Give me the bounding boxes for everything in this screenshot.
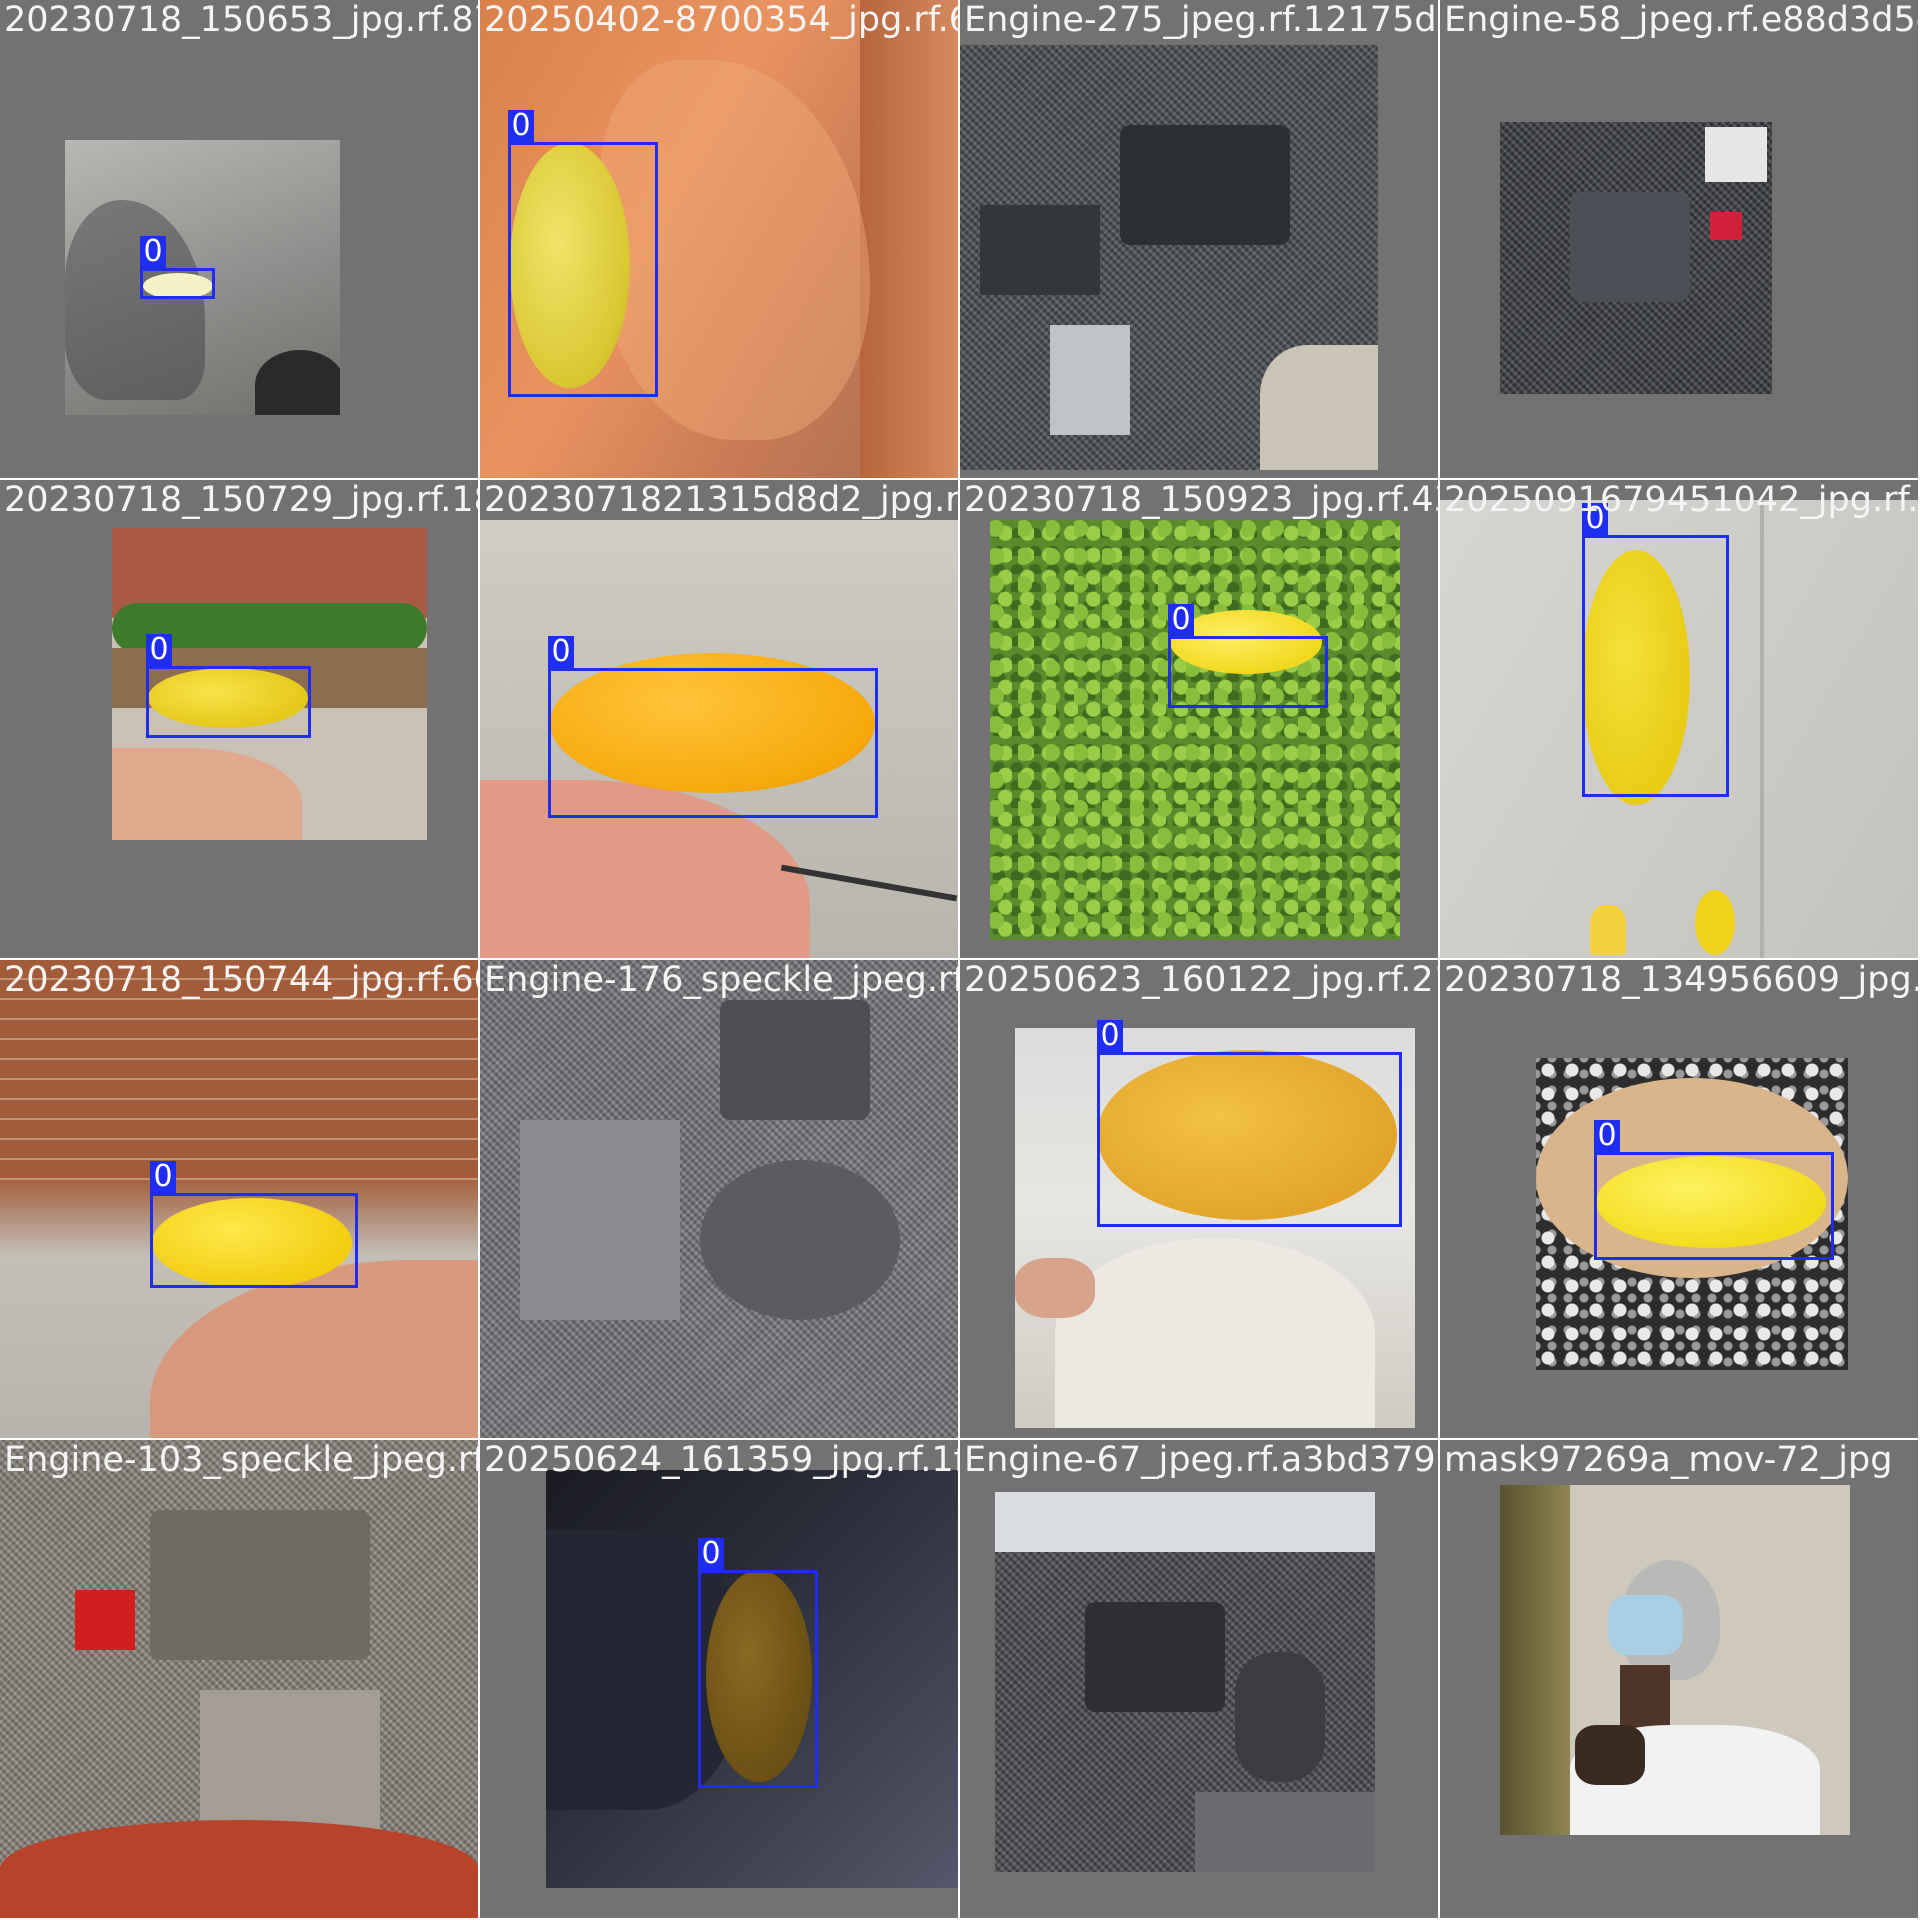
filename-label: 20230718_134956609_jpg.rf.52 — [1444, 960, 1918, 1000]
bounding-box — [140, 268, 215, 299]
filename-label: Engine-67_jpeg.rf.a3bd37985ask97269a.c61 — [964, 1440, 1438, 1480]
filename-label: 2025091679451042_jpg.rf.61 — [1444, 480, 1918, 520]
bounding-box — [1097, 1052, 1402, 1227]
photo-7 — [990, 520, 1400, 940]
class-label: 0 — [698, 1538, 724, 1570]
filename-label: 20230718_150923_jpg.rf.4382509617945042_… — [964, 480, 1438, 520]
class-label: 0 — [150, 1161, 176, 1193]
photo-5 — [112, 528, 427, 840]
bounding-box — [1582, 535, 1729, 797]
tile-15: Engine-67_jpeg.rf.a3bd37985ask97269a.c61 — [960, 1440, 1438, 1918]
filename-label: 20250402-8700354_jpg.rf.6b662f72275ae12c… — [484, 0, 958, 40]
class-label: 0 — [508, 110, 534, 142]
filename-label: mask97269a_mov-72_jpg — [1444, 1440, 1893, 1480]
filename-label: Engine-275_jpeg.rf.12175d29Engine-582340… — [964, 0, 1438, 40]
photo-2 — [480, 0, 958, 478]
photo-13 — [0, 1440, 478, 1918]
filename-label: 2023071821315d8d2_jpg.rf.d06 — [484, 480, 958, 520]
class-label: 0 — [140, 236, 166, 268]
photo-11 — [1015, 1028, 1415, 1428]
tile-5: 0 20230718_150729_jpg.rf.18c4d07ba31586d… — [0, 480, 478, 958]
class-label: 0 — [548, 636, 574, 668]
photo-4 — [1500, 122, 1772, 394]
tile-9: 0 20230718_150744_jpg.rf.60d0e2a5976c955… — [0, 960, 478, 1438]
bounding-box — [1594, 1152, 1834, 1260]
tile-4: Engine-58_jpeg.rf.e88d3d5e — [1440, 0, 1918, 478]
filename-label: 20250624_161359_jpg.rf.1f2aa7e0667e96dbf — [484, 1440, 958, 1480]
bounding-box — [150, 1193, 358, 1288]
photo-10 — [480, 960, 958, 1438]
tile-3: Engine-275_jpeg.rf.12175d29Engine-582340… — [960, 0, 1438, 478]
tile-13: Engine-103_speckle_jpeg.rf.8425062a4efc2… — [0, 1440, 478, 1918]
photo-14 — [546, 1470, 958, 1888]
tile-6: 0 2023071821315d8d2_jpg.rf.d06 — [480, 480, 958, 958]
tile-14: 0 20250624_161359_jpg.rf.1f2aa7e0667e96d… — [480, 1440, 958, 1918]
photo-3 — [960, 45, 1378, 470]
bounding-box — [146, 666, 311, 738]
tile-1: 0 20230718_150653_jpg.rf.87610e04623e876… — [0, 0, 478, 478]
bounding-box — [1168, 636, 1328, 708]
tile-12: 0 20230718_134956609_jpg.rf.52 — [1440, 960, 1918, 1438]
filename-label: 20230718_150729_jpg.rf.18c4d07ba31586d2_… — [4, 480, 478, 520]
photo-6 — [480, 520, 958, 958]
filename-label: 20250623_160122_jpg.rf.21482620a8345f660… — [964, 960, 1438, 1000]
photo-1 — [65, 140, 340, 415]
class-label: 0 — [146, 634, 172, 666]
photo-12 — [1536, 1058, 1848, 1370]
tile-2: 0 20250402-8700354_jpg.rf.6b662f72275ae1… — [480, 0, 958, 478]
class-label: 0 — [1168, 604, 1194, 636]
photo-16 — [1500, 1485, 1850, 1835]
filename-label: 20230718_150744_jpg.rf.60d0e2a5976c95588 — [4, 960, 478, 1000]
photo-9 — [0, 960, 478, 1438]
bounding-box — [508, 142, 658, 397]
photo-15 — [995, 1492, 1375, 1872]
tile-16: mask97269a_mov-72_jpg — [1440, 1440, 1918, 1918]
tile-10: Engine-176_speckle_jpeg.rf.d28250623e601… — [480, 960, 958, 1438]
filename-label: 20230718_150653_jpg.rf.87610e04623e87603… — [4, 0, 478, 40]
bounding-box — [698, 1570, 818, 1788]
filename-label: Engine-103_speckle_jpeg.rf.8425062a4efc2… — [4, 1440, 478, 1480]
bounding-box — [548, 668, 878, 818]
tile-8: 0 2025091679451042_jpg.rf.61 — [1440, 480, 1918, 958]
filename-label: Engine-176_speckle_jpeg.rf.d28250623e601… — [484, 960, 958, 1000]
class-label: 0 — [1582, 503, 1608, 535]
tile-7: 0 20230718_150923_jpg.rf.438250961794504… — [960, 480, 1438, 958]
tile-11: 0 20250623_160122_jpg.rf.21482620a8345f6… — [960, 960, 1438, 1438]
class-label: 0 — [1097, 1020, 1123, 1052]
filename-label: Engine-58_jpeg.rf.e88d3d5e — [1444, 0, 1918, 40]
class-label: 0 — [1594, 1120, 1620, 1152]
photo-8 — [1440, 500, 1918, 958]
